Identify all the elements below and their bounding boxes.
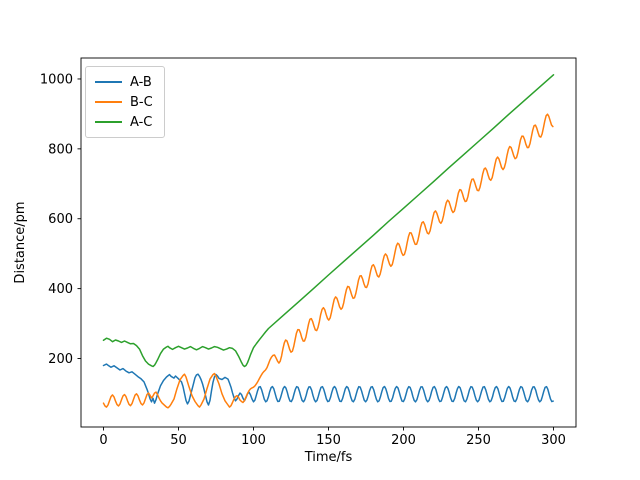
legend-line-sample xyxy=(95,101,122,103)
legend-entry-A-C: A-C xyxy=(95,112,154,132)
y-tick-label: 600 xyxy=(48,212,73,227)
y-axis-label: Distance/pm xyxy=(13,201,28,283)
legend: A-B B-C A-C xyxy=(85,66,165,138)
legend-label: B-C xyxy=(130,94,153,110)
x-tick-label: 50 xyxy=(170,433,187,448)
y-tick-label: 200 xyxy=(48,352,73,367)
x-tick-label: 200 xyxy=(391,433,416,448)
legend-entry-A-B: A-B xyxy=(95,72,154,92)
legend-entry-B-C: B-C xyxy=(95,92,154,112)
x-tick-label: 300 xyxy=(541,433,566,448)
legend-label: A-B xyxy=(130,74,152,90)
series-line-B-C xyxy=(102,113,554,409)
legend-line-sample xyxy=(95,121,122,123)
legend-line-sample xyxy=(95,81,122,83)
series-line-A-B xyxy=(102,363,554,406)
y-tick-label: 800 xyxy=(48,142,73,157)
y-tick-label: 400 xyxy=(48,282,73,297)
x-tick-label: 150 xyxy=(316,433,341,448)
y-axis-ticks: 200 400 600 800 1000 xyxy=(40,72,81,367)
x-tick-label: 250 xyxy=(466,433,491,448)
x-tick-label: 0 xyxy=(99,433,107,448)
series-line-A-C xyxy=(102,74,555,368)
x-tick-label: 100 xyxy=(241,433,266,448)
x-axis-label: Time/fs xyxy=(304,450,353,465)
legend-label: A-C xyxy=(130,114,153,130)
y-tick-label: 1000 xyxy=(40,72,73,87)
plot-series xyxy=(102,74,555,409)
x-axis-ticks: 0 50 100 150 200 250 300 xyxy=(99,427,566,448)
